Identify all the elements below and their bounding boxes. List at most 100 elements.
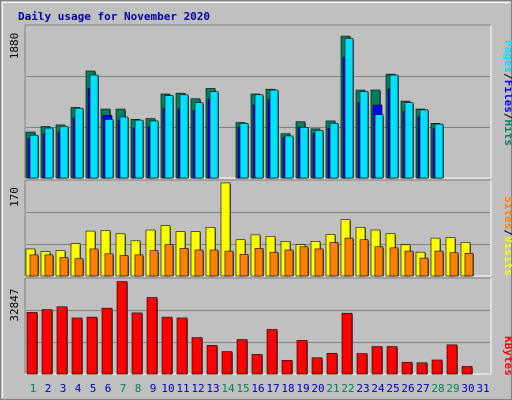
- kbytes-bar: [356, 353, 368, 375]
- day-axis: 1 2 3 4 5 6 7 8 9 10 11 12 13 14 15 16 17 18 19 20 21 22 23 24 2…: [30, 382, 490, 395]
- pages-bar: [374, 114, 384, 179]
- kbytes-bar: [311, 357, 323, 375]
- day-label: 27: [416, 382, 429, 395]
- pages-bar: [434, 123, 444, 179]
- y-max-label: 1880: [8, 33, 21, 60]
- day-label: 1: [30, 382, 37, 395]
- kbytes-bar: [281, 359, 293, 375]
- sites-bar: [254, 248, 264, 277]
- sites-bar: [119, 255, 129, 277]
- kbytes-bar: [236, 339, 248, 375]
- day-label: 28: [431, 382, 444, 395]
- kbytes-bar: [146, 297, 158, 375]
- sites-bar: [209, 249, 219, 277]
- kbytes-bar: [221, 351, 233, 375]
- sites-bar: [104, 253, 114, 277]
- y-max-label: 170: [8, 187, 21, 207]
- pages-bar: [104, 119, 114, 179]
- kbytes-bar: [326, 352, 338, 375]
- pages-bar: [209, 91, 219, 179]
- day-label: 9: [150, 382, 157, 395]
- sites-visits-panel: 170: [8, 179, 492, 277]
- day-label: 29: [446, 382, 459, 395]
- sites-bar: [29, 254, 39, 277]
- pages-bar: [74, 107, 84, 179]
- legend-pages: Pages: [502, 40, 512, 73]
- day-label: 3: [60, 382, 67, 395]
- kbytes-bar: [131, 312, 143, 375]
- kbytes-bar: [116, 281, 128, 375]
- kbytes-panel: 32847: [8, 277, 492, 375]
- pages-bar: [359, 91, 369, 179]
- pages-bar: [239, 123, 249, 179]
- day-label: 19: [296, 382, 309, 395]
- day-label: 10: [161, 382, 174, 395]
- sites-bar: [389, 247, 399, 277]
- pages-bar: [254, 94, 264, 179]
- sites-bar: [239, 254, 249, 277]
- sites-bar: [449, 252, 459, 277]
- sites-bar: [284, 249, 294, 277]
- sites-bar: [404, 250, 414, 277]
- pages-bar: [419, 109, 429, 179]
- legend-sep: /: [502, 229, 512, 236]
- day-label: 26: [401, 382, 414, 395]
- day-label: 11: [176, 382, 189, 395]
- sites-bar: [224, 250, 234, 277]
- day-label: 24: [371, 382, 385, 395]
- day-label: 22: [341, 382, 354, 395]
- kbytes-bar: [446, 344, 458, 375]
- kbytes-bar: [41, 309, 53, 375]
- day-label: 25: [386, 382, 399, 395]
- chart-title: Daily usage for November 2020: [18, 10, 210, 23]
- kbytes-bar: [161, 316, 173, 375]
- sites-bar: [74, 258, 84, 277]
- kbytes-bar: [341, 312, 353, 375]
- kbytes-bar: [416, 362, 428, 375]
- legend-sep: /: [502, 73, 512, 80]
- kbytes-bar: [371, 346, 383, 375]
- sites-bar: [164, 244, 174, 277]
- day-label: 20: [311, 382, 324, 395]
- kbytes-bar: [266, 329, 278, 375]
- day-label: 13: [206, 382, 219, 395]
- sites-bar: [329, 242, 339, 277]
- kbytes-bar: [176, 317, 188, 375]
- kbytes-bar: [26, 312, 38, 375]
- sites-bar: [134, 254, 144, 277]
- pages-bar: [164, 95, 174, 179]
- pages-bar: [89, 74, 99, 179]
- day-label: 17: [266, 382, 279, 395]
- pages-bar: [344, 38, 354, 179]
- y-max-label: 32847: [8, 288, 21, 321]
- pages-bar: [389, 74, 399, 179]
- pages-bar: [284, 135, 294, 179]
- sites-bar: [44, 254, 54, 277]
- sites-bar: [344, 237, 354, 277]
- kbytes-bar: [296, 340, 308, 375]
- kbytes-bar: [431, 359, 443, 375]
- sites-bar: [299, 246, 309, 277]
- legend-sites-visits: Sites/Visits: [502, 196, 512, 276]
- legend-sep: /: [502, 113, 512, 120]
- kbytes-bar: [461, 366, 473, 375]
- day-label: 21: [326, 382, 339, 395]
- kbytes-bar: [401, 361, 413, 375]
- kbytes-bar: [86, 316, 98, 375]
- day-label: 8: [135, 382, 142, 395]
- sites-bar: [269, 251, 279, 277]
- kbytes-bar: [101, 307, 113, 375]
- pages-bar: [314, 130, 324, 179]
- kbytes-bar: [191, 337, 203, 375]
- day-label: 6: [105, 382, 112, 395]
- pages-bar: [404, 102, 414, 179]
- legend-visits: Visits: [502, 236, 512, 276]
- sites-bar: [149, 250, 159, 277]
- day-label: 4: [75, 382, 82, 395]
- pages-bar: [29, 134, 39, 179]
- sites-bar: [59, 257, 69, 277]
- day-label: 12: [191, 382, 204, 395]
- pages-bar: [194, 102, 204, 179]
